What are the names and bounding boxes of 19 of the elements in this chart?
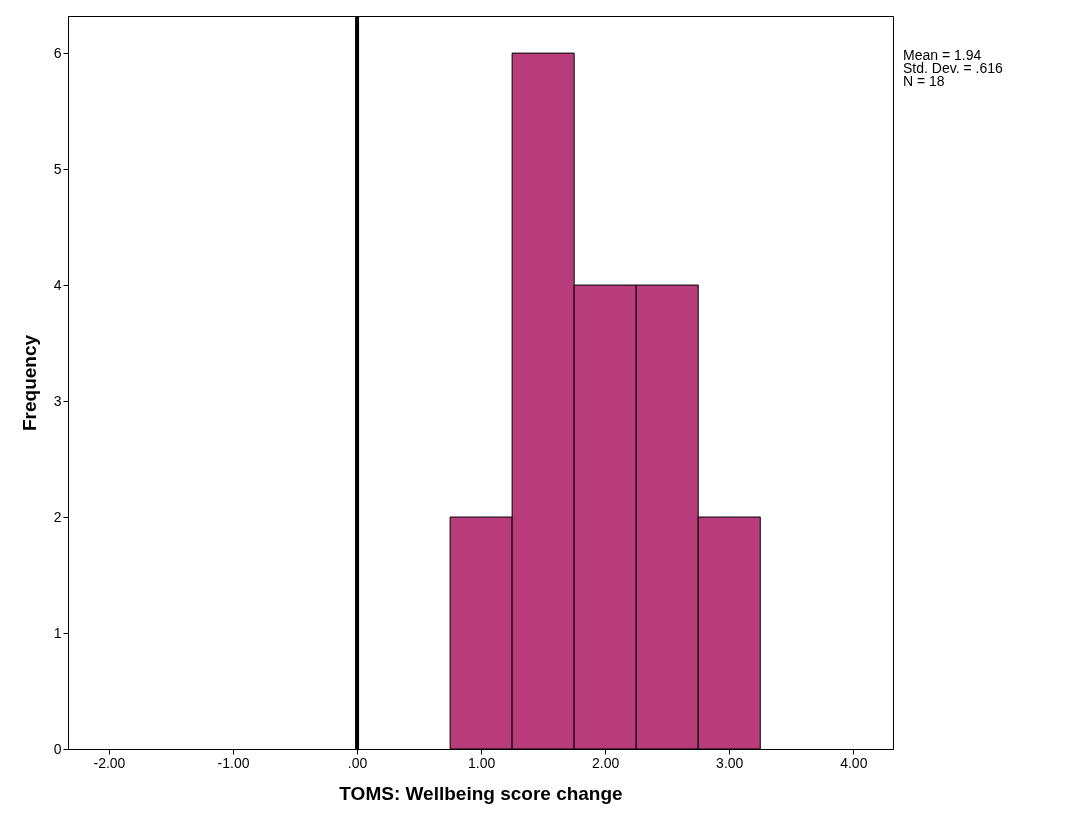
x-tick-label: -2.00	[93, 754, 126, 771]
x-axis-title: TOMS: Wellbeing score change	[339, 782, 623, 804]
x-tick-label: -1.00	[217, 754, 250, 771]
y-tick-label: 1	[53, 624, 62, 641]
x-tick-label: 2.00	[592, 754, 620, 771]
text: Mean = 1.94	[903, 47, 982, 63]
y-tick-label: 4	[53, 276, 62, 293]
y-tick-label: 5	[53, 160, 62, 177]
x-tick-label: .00	[347, 754, 368, 771]
x-tick-label: 1.00	[468, 754, 496, 771]
x-tick-label: 3.00	[716, 754, 744, 771]
x-tick-label: 4.00	[840, 754, 868, 771]
y-tick-label: 2	[53, 508, 62, 525]
y-tick-label: 0	[53, 740, 62, 757]
y-tick-label: 6	[53, 44, 62, 61]
y-axis-title: Frequency	[18, 334, 40, 432]
y-tick-label: 3	[53, 392, 62, 409]
text: Std. Dev. = .616	[903, 60, 1003, 76]
text: N = 18	[903, 73, 945, 89]
